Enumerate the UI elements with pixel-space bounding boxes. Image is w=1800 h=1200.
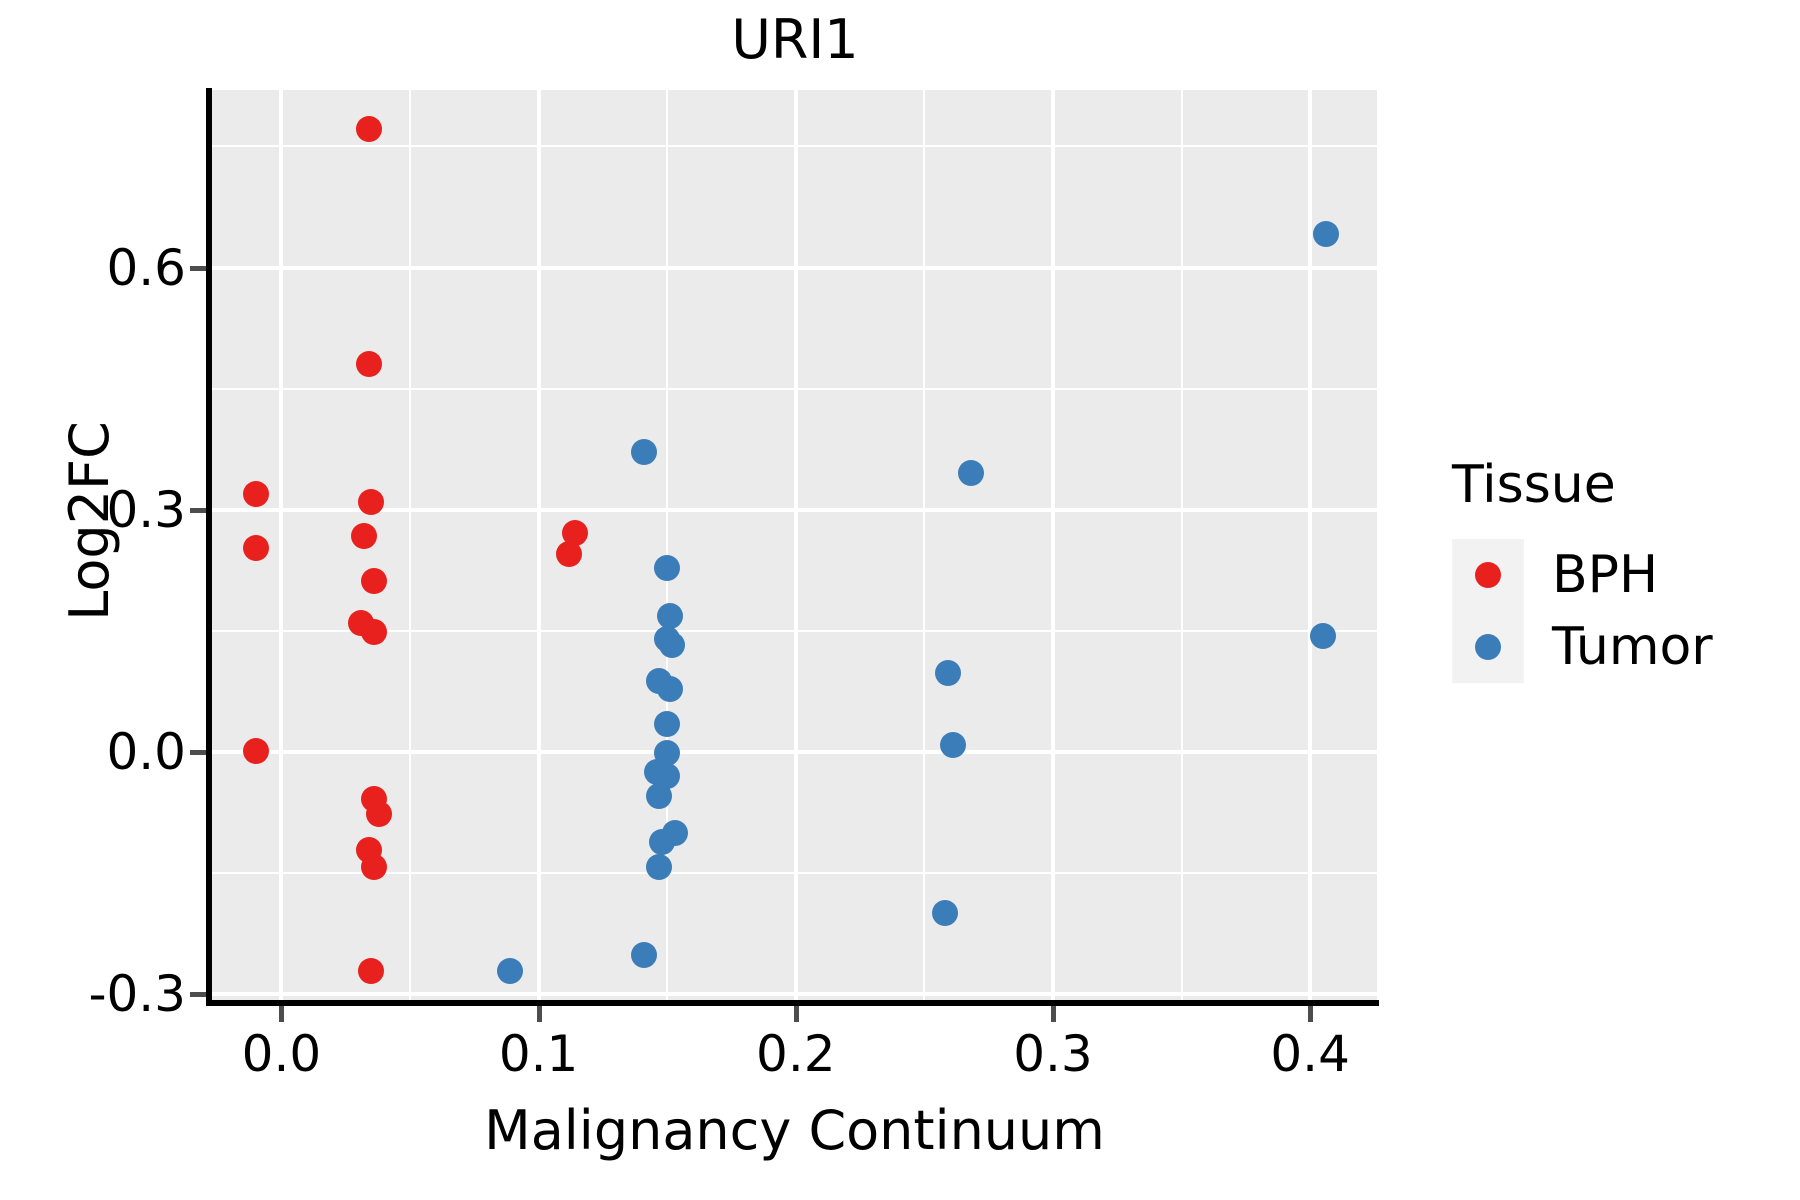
gridline-vertical-minor — [666, 90, 669, 1002]
y-tick-mark — [190, 507, 206, 513]
gridline-horizontal-minor — [212, 387, 1377, 390]
gridline-vertical-major — [536, 90, 541, 1002]
gridline-horizontal-minor — [212, 629, 1377, 632]
x-axis-label: Malignancy Continuum — [484, 1099, 1105, 1162]
legend-item-label: BPH — [1552, 545, 1659, 605]
x-tick-mark — [1308, 1006, 1314, 1022]
data-point-bph — [556, 541, 583, 568]
data-point-bph — [242, 480, 269, 507]
legend-title: Tissue — [1452, 455, 1616, 515]
data-point-bph — [358, 958, 385, 985]
legend-dot-icon — [1475, 562, 1501, 588]
legend: Tissue BPH Tumor — [1452, 455, 1782, 683]
y-axis-label: Log2FC — [58, 421, 121, 621]
data-point-bph — [361, 619, 388, 646]
data-point-tumor — [957, 460, 984, 487]
x-tick-label: 0.4 — [1270, 1025, 1350, 1083]
data-point-tumor — [646, 783, 673, 810]
gridline-vertical-major — [279, 90, 284, 1002]
data-point-tumor — [1309, 623, 1336, 650]
y-tick-label: 0.0 — [106, 722, 186, 781]
legend-entries: BPH Tumor — [1452, 539, 1782, 683]
data-point-bph — [361, 854, 388, 881]
data-point-bph — [361, 567, 388, 594]
legend-dot-icon — [1475, 634, 1501, 660]
gridline-horizontal-major — [212, 507, 1377, 512]
y-tick-label: 0.3 — [106, 480, 186, 539]
data-point-tumor — [649, 829, 676, 856]
y-tick-mark — [190, 749, 206, 755]
x-tick-mark — [793, 1006, 799, 1022]
data-point-bph — [350, 523, 377, 550]
data-point-tumor — [659, 632, 686, 659]
data-point-tumor — [654, 710, 681, 737]
data-point-bph — [355, 115, 382, 142]
gridline-horizontal-minor — [212, 145, 1377, 148]
x-tick-mark — [536, 1006, 542, 1022]
gridline-vertical-major — [1308, 90, 1313, 1002]
data-point-bph — [355, 351, 382, 378]
plot-panel — [212, 90, 1377, 1002]
x-tick-mark — [1050, 1006, 1056, 1022]
x-tick-label: 0.3 — [1013, 1025, 1093, 1083]
page-title: URI1 — [731, 8, 859, 71]
data-point-bph — [242, 737, 269, 764]
gridline-vertical-major — [1050, 90, 1055, 1002]
data-point-tumor — [934, 659, 961, 686]
y-tick-label: -0.3 — [88, 964, 186, 1023]
data-point-tumor — [656, 603, 683, 630]
gridline-horizontal-major — [212, 991, 1377, 996]
data-point-tumor — [497, 958, 524, 985]
gridline-vertical-minor — [923, 90, 926, 1002]
gridline-vertical-major — [793, 90, 798, 1002]
data-point-tumor — [654, 554, 681, 581]
data-point-bph — [242, 535, 269, 562]
data-point-tumor — [631, 942, 658, 969]
x-tick-mark — [279, 1006, 285, 1022]
legend-item-tumor[interactable]: Tumor — [1452, 611, 1782, 683]
data-point-bph — [366, 800, 393, 827]
gridline-vertical-minor — [1180, 90, 1183, 1002]
gridline-vertical-minor — [409, 90, 412, 1002]
legend-key-swatch — [1452, 611, 1524, 683]
gridline-horizontal-major — [212, 749, 1377, 754]
data-point-tumor — [939, 732, 966, 759]
data-point-tumor — [631, 438, 658, 465]
data-point-tumor — [1312, 220, 1339, 247]
legend-item-label: Tumor — [1552, 617, 1713, 677]
legend-item-bph[interactable]: BPH — [1452, 539, 1782, 611]
y-tick-mark — [190, 265, 206, 271]
gridline-horizontal-major — [212, 265, 1377, 270]
gridline-horizontal-minor — [212, 871, 1377, 874]
x-tick-label: 0.0 — [241, 1025, 322, 1083]
y-tick-label: 0.6 — [106, 238, 186, 297]
data-point-tumor — [656, 675, 683, 702]
x-axis-line — [206, 1000, 1379, 1006]
data-point-tumor — [646, 854, 673, 881]
data-point-bph — [358, 488, 385, 515]
x-tick-label: 0.2 — [756, 1025, 836, 1083]
y-axis-line — [206, 88, 212, 1004]
data-point-tumor — [931, 900, 958, 927]
x-tick-label: 0.1 — [498, 1025, 579, 1083]
legend-key-swatch — [1452, 539, 1524, 611]
y-tick-mark — [190, 991, 206, 997]
